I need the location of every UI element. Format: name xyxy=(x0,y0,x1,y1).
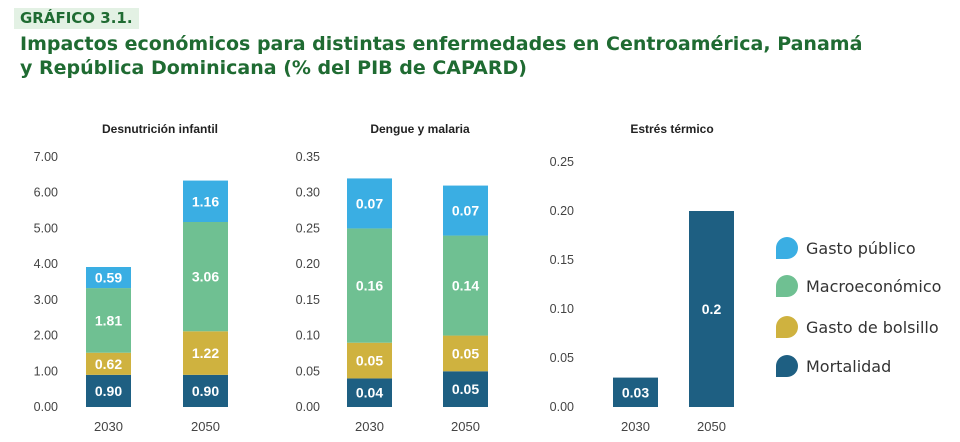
chart-title-desnutricion-infantil: Desnutrición infantil xyxy=(102,122,218,136)
bar-segment-gasto-publico xyxy=(347,178,392,229)
data-label-mortalidad: 0.03 xyxy=(622,384,649,400)
legend-item-macroeconomico: Macroeconómico xyxy=(776,274,941,298)
bar-segment-gasto-de-bolsillo xyxy=(86,352,131,375)
x-tick-label: 2050 xyxy=(697,419,726,434)
y-tick-label: 0.10 xyxy=(296,329,320,343)
y-tick-label: 0.05 xyxy=(296,364,320,378)
data-label-macroeconomico: 0.16 xyxy=(356,278,383,294)
data-label-gasto-publico: 1.16 xyxy=(192,193,219,209)
legend-item-mortalidad: Mortalidad xyxy=(776,354,891,378)
figure-label: GRÁFICO 3.1. xyxy=(14,8,139,29)
y-tick-label: 0.00 xyxy=(550,400,574,414)
y-tick-label: 5.00 xyxy=(34,221,58,235)
y-tick-label: 0.00 xyxy=(34,400,58,414)
bar-segment-macroeconomico xyxy=(86,288,131,353)
y-tick-label: 6.00 xyxy=(34,186,58,200)
data-label-gasto-de-bolsillo: 0.05 xyxy=(452,345,479,361)
y-tick-label: 0.00 xyxy=(296,400,320,414)
bar-segment-macroeconomico xyxy=(347,228,392,343)
figure-title: Impactos económicos para distintas enfer… xyxy=(20,32,862,80)
y-tick-label: 0.30 xyxy=(296,186,320,200)
legend-label-gasto-publico: Gasto público xyxy=(806,238,916,258)
x-tick-label: 2050 xyxy=(191,419,220,434)
chart-title-dengue-y-malaria: Dengue y malaria xyxy=(370,122,470,136)
y-tick-label: 0.15 xyxy=(296,293,320,307)
bar-segment-gasto-de-bolsillo xyxy=(347,342,392,379)
figure-title-line2: y República Dominicana (% del PIB de CAP… xyxy=(20,57,527,79)
legend-item-gasto-publico: Gasto público xyxy=(776,236,916,260)
legend-swatch-gasto-de-bolsillo xyxy=(776,316,798,338)
bar-segment-macroeconomico xyxy=(443,235,488,336)
y-tick-label: 0.25 xyxy=(550,155,574,169)
data-label-macroeconomico: 3.06 xyxy=(192,269,219,285)
legend-label-mortalidad: Mortalidad xyxy=(806,356,892,376)
bar-segment-gasto-publico xyxy=(86,267,131,289)
data-label-mortalidad: 0.04 xyxy=(356,385,383,401)
data-label-gasto-de-bolsillo: 1.22 xyxy=(192,345,219,361)
data-label-gasto-publico: 0.07 xyxy=(452,203,479,219)
data-label-gasto-de-bolsillo: 0.05 xyxy=(356,353,383,369)
bar-segment-mortalidad xyxy=(443,371,488,407)
bar-segment-mortalidad xyxy=(86,374,131,407)
bar-segment-mortalidad xyxy=(347,378,392,407)
y-tick-label: 0.10 xyxy=(550,302,574,316)
legend-item-gasto-de-bolsillo: Gasto de bolsillo xyxy=(776,315,939,339)
y-tick-label: 0.15 xyxy=(550,253,574,267)
x-tick-label: 2030 xyxy=(621,419,650,434)
data-label-macroeconomico: 1.81 xyxy=(95,312,122,328)
data-label-gasto-publico: 0.07 xyxy=(356,195,383,211)
bar-segment-gasto-publico xyxy=(183,180,228,222)
y-tick-label: 0.25 xyxy=(296,221,320,235)
x-tick-label: 2030 xyxy=(94,419,123,434)
y-tick-label: 0.35 xyxy=(296,150,320,164)
legend-label-macroeconomico: Macroeconómico xyxy=(806,276,942,296)
y-tick-label: 2.00 xyxy=(34,329,58,343)
bar-segment-macroeconomico xyxy=(183,222,228,332)
y-tick-label: 7.00 xyxy=(34,150,58,164)
y-tick-label: 0.20 xyxy=(550,204,574,218)
legend-swatch-mortalidad xyxy=(776,355,798,377)
data-label-mortalidad: 0.90 xyxy=(95,383,122,399)
bar-segment-mortalidad xyxy=(689,211,734,407)
bar-segment-gasto-de-bolsillo xyxy=(443,335,488,372)
chart-title-estres-termico: Estrés térmico xyxy=(630,122,713,136)
legend-swatch-macroeconomico xyxy=(776,275,798,297)
legend-label-gasto-de-bolsillo: Gasto de bolsillo xyxy=(806,317,939,337)
figure-title-line1: Impactos económicos para distintas enfer… xyxy=(20,33,863,55)
y-tick-label: 3.00 xyxy=(34,293,58,307)
bar-segment-gasto-de-bolsillo xyxy=(183,331,228,375)
data-label-mortalidad: 0.2 xyxy=(702,301,722,317)
bar-segment-mortalidad xyxy=(613,377,658,407)
bar-segment-gasto-publico xyxy=(443,185,488,236)
data-label-mortalidad: 0.05 xyxy=(452,381,479,397)
x-tick-label: 2030 xyxy=(355,419,384,434)
data-label-macroeconomico: 0.14 xyxy=(452,278,479,294)
data-label-gasto-de-bolsillo: 0.62 xyxy=(95,356,122,372)
bar-segment-mortalidad xyxy=(183,374,228,407)
y-tick-label: 0.05 xyxy=(550,351,574,365)
x-tick-label: 2050 xyxy=(451,419,480,434)
legend-swatch-gasto-publico xyxy=(776,237,798,259)
y-tick-label: 1.00 xyxy=(34,364,58,378)
data-label-mortalidad: 0.90 xyxy=(192,383,219,399)
y-tick-label: 4.00 xyxy=(34,257,58,271)
y-tick-label: 0.20 xyxy=(296,257,320,271)
data-label-gasto-publico: 0.59 xyxy=(95,270,122,286)
